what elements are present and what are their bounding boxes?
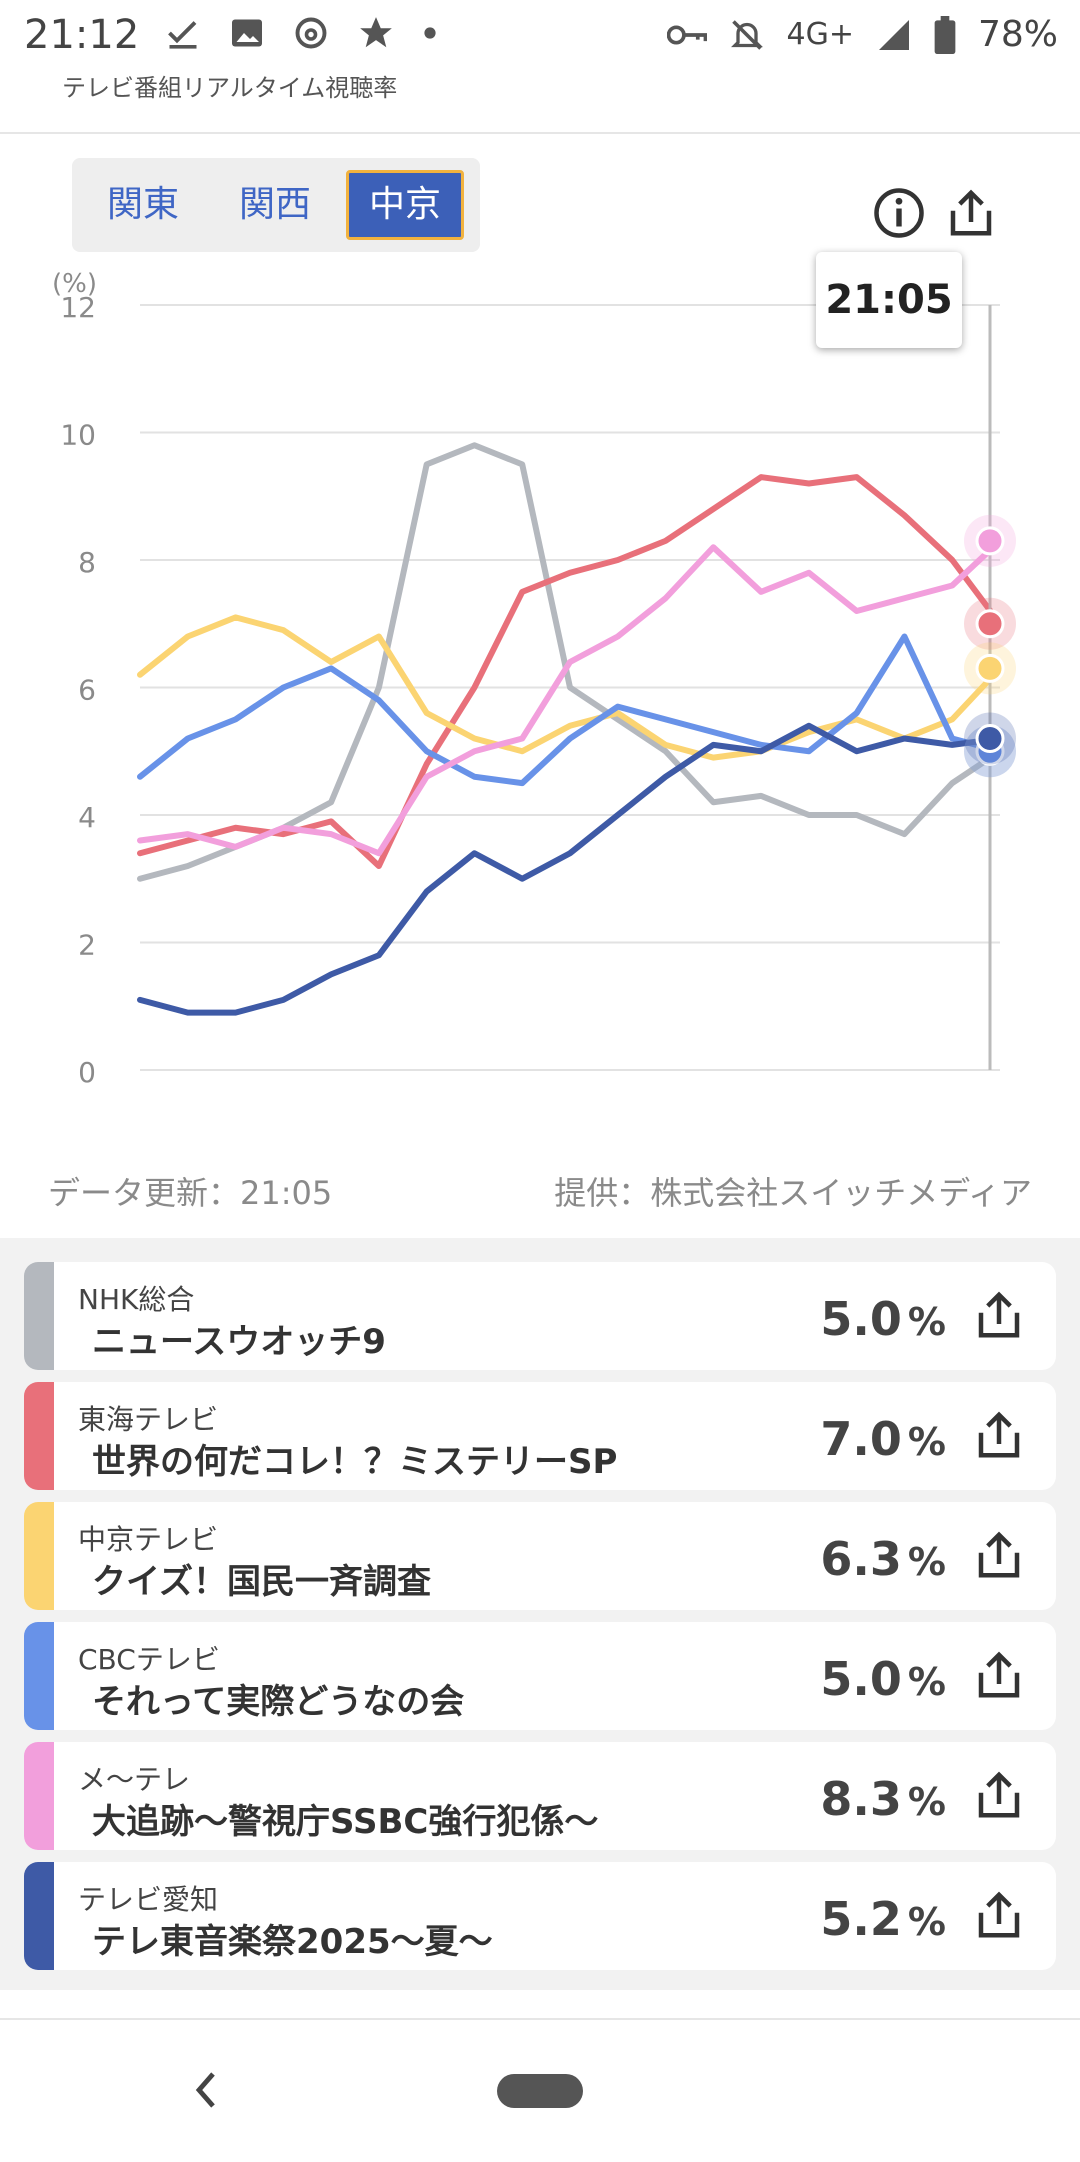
rating-unit: % bbox=[907, 1780, 946, 1824]
back-icon[interactable] bbox=[190, 2070, 220, 2110]
series-line bbox=[137, 474, 1003, 869]
dot-icon bbox=[424, 27, 436, 39]
channel-name: 中京テレビ bbox=[78, 1523, 219, 1556]
signal-icon bbox=[878, 19, 909, 50]
region-tabs: 関東 関西 中京 bbox=[72, 158, 480, 252]
battery-percent: 78% bbox=[977, 14, 1058, 55]
battery-icon bbox=[934, 15, 956, 54]
series-line bbox=[137, 633, 1003, 787]
channel-name: NHK総合 bbox=[78, 1283, 195, 1316]
share-icon[interactable] bbox=[972, 1648, 1026, 1702]
vpn-key-icon bbox=[666, 24, 707, 45]
network-type: 4G+ bbox=[786, 17, 854, 52]
channel-name: メ〜テレ bbox=[78, 1763, 191, 1796]
y-tick-label: 0 bbox=[78, 1056, 96, 1089]
ratings-chart[interactable]: 0 2 4 6 8 10 12(%) bbox=[0, 270, 1080, 1170]
download-done-icon bbox=[168, 21, 197, 49]
program-title: 大追跡〜警視庁SSBC強行犯係〜 bbox=[92, 1802, 599, 1842]
series-marker bbox=[975, 526, 1005, 556]
series-line bbox=[137, 537, 1003, 857]
share-icon[interactable] bbox=[972, 1888, 1026, 1942]
channel-color-bar bbox=[24, 1862, 54, 1970]
navigation-bar bbox=[0, 2018, 1080, 2162]
share-icon[interactable] bbox=[944, 186, 998, 240]
y-tick-label: 6 bbox=[78, 674, 96, 707]
program-title: クイズ！国民一斉調査 bbox=[92, 1562, 431, 1602]
rating-unit: % bbox=[907, 1420, 946, 1464]
status-bar: 21:12 4G+ 78% bbox=[0, 0, 1080, 72]
rating-value: 5.0 bbox=[820, 1652, 902, 1706]
threads-icon bbox=[295, 17, 327, 49]
time-tooltip: 21:05 bbox=[816, 252, 962, 348]
channel-name: 東海テレビ bbox=[78, 1403, 219, 1436]
rating-value: 6.3 bbox=[820, 1532, 902, 1586]
channel-card-tokai[interactable]: 東海テレビ 世界の何だコレ！？ミステリーSP 7.0% bbox=[24, 1382, 1056, 1490]
data-provider: 提供：株式会社スイッチメディア bbox=[554, 1174, 1032, 1212]
channel-color-bar bbox=[24, 1382, 54, 1490]
y-tick-label: 4 bbox=[78, 801, 96, 834]
channel-color-bar bbox=[24, 1622, 54, 1730]
rating-value: 7.0 bbox=[820, 1412, 902, 1466]
star-icon bbox=[360, 17, 392, 48]
channel-name: CBCテレビ bbox=[78, 1643, 220, 1676]
channel-card-cbc[interactable]: CBCテレビ それって実際どうなの会 5.0% bbox=[24, 1622, 1056, 1730]
channel-card-chukyo[interactable]: 中京テレビ クイズ！国民一斉調査 6.3% bbox=[24, 1502, 1056, 1610]
channel-card-meetele[interactable]: メ〜テレ 大追跡〜警視庁SSBC強行犯係〜 8.3% bbox=[24, 1742, 1056, 1850]
channel-color-bar bbox=[24, 1262, 54, 1370]
program-title: ニュースウオッチ9 bbox=[92, 1322, 386, 1362]
program-title: 世界の何だコレ！？ミステリーSP bbox=[92, 1442, 618, 1482]
y-tick-label: 10 bbox=[60, 419, 96, 452]
y-tick-label: 8 bbox=[78, 546, 96, 579]
series-marker bbox=[975, 609, 1005, 639]
series-line bbox=[137, 614, 1003, 761]
series-marker bbox=[975, 653, 1005, 683]
tab-kanto[interactable]: 関東 bbox=[106, 184, 179, 225]
share-icon[interactable] bbox=[972, 1288, 1026, 1342]
rating-value: 5.2 bbox=[820, 1892, 902, 1946]
program-title: テレ東音楽祭2025〜夏〜 bbox=[92, 1922, 493, 1962]
rating-value: 5.0 bbox=[820, 1292, 902, 1346]
rating-unit: % bbox=[907, 1300, 946, 1344]
notifications-off-icon bbox=[730, 19, 763, 50]
channel-card-tv-aichi[interactable]: テレビ愛知 テレ東音楽祭2025〜夏〜 5.2% bbox=[24, 1862, 1056, 1970]
series-line bbox=[137, 722, 1003, 1016]
tab-chukyo[interactable]: 中京 bbox=[346, 170, 464, 240]
channel-color-bar bbox=[24, 1502, 54, 1610]
update-time: データ更新：21:05 bbox=[48, 1174, 333, 1212]
program-title: それって実際どうなの会 bbox=[92, 1682, 465, 1722]
channel-name: テレビ愛知 bbox=[78, 1883, 219, 1916]
share-icon[interactable] bbox=[972, 1408, 1026, 1462]
info-icon[interactable] bbox=[872, 186, 926, 240]
share-icon[interactable] bbox=[972, 1768, 1026, 1822]
tab-kansai[interactable]: 関西 bbox=[238, 184, 311, 225]
series-marker bbox=[975, 724, 1005, 753]
channel-color-bar bbox=[24, 1742, 54, 1850]
y-tick-label: 12 bbox=[60, 291, 96, 324]
header-divider bbox=[0, 132, 1080, 134]
rating-unit: % bbox=[907, 1540, 946, 1584]
rating-unit: % bbox=[907, 1900, 946, 1944]
status-time: 21:12 bbox=[24, 12, 140, 58]
rating-unit: % bbox=[907, 1660, 946, 1704]
channel-card-nhk[interactable]: NHK総合 ニュースウオッチ9 5.0% bbox=[24, 1262, 1056, 1370]
y-axis-label: (%) bbox=[52, 270, 97, 299]
y-tick-label: 2 bbox=[78, 929, 96, 962]
home-pill[interactable] bbox=[497, 2074, 583, 2108]
rating-value: 8.3 bbox=[820, 1772, 902, 1826]
app-title: テレビ番組リアルタイム視聴率 bbox=[62, 74, 398, 102]
image-icon bbox=[232, 19, 262, 47]
share-icon[interactable] bbox=[972, 1528, 1026, 1582]
